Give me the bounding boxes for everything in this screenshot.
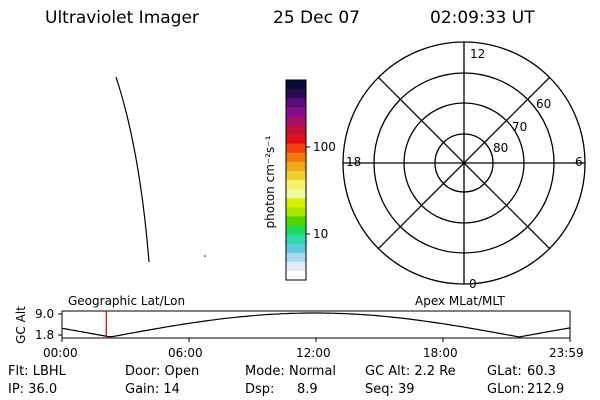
status-door: Door: Open	[125, 364, 200, 379]
color-bar-segment	[286, 107, 306, 117]
mlt-label-0: 0	[469, 277, 477, 291]
color-bar-segment	[286, 89, 306, 99]
color-bar-segment	[286, 80, 306, 90]
color-bar-segment	[286, 243, 306, 254]
colorbar-unit-label: photon cm⁻²s⁻¹	[263, 135, 277, 229]
status-glat-value: 60.3	[527, 364, 556, 379]
color-bar-segment	[286, 143, 306, 154]
status-mode-value: Normal	[289, 364, 337, 379]
mlt-label-18: 18	[346, 155, 362, 169]
color-bar-segment	[286, 270, 306, 281]
timeline-xtick-label-1: 06:00	[168, 346, 203, 360]
timeline-xtick-label-3: 18:00	[423, 346, 458, 360]
color-bar-segment	[286, 198, 306, 208]
status-dsp-label: Dsp:	[245, 382, 275, 397]
status-mode-label: Mode:	[245, 364, 285, 379]
polar-diagonal-2	[377, 76, 551, 250]
color-bar-segment	[286, 252, 306, 263]
timeline-ytick-label-low: 1.8	[35, 328, 55, 342]
image-dot	[204, 255, 206, 257]
status-seq: Seq: 39	[365, 382, 415, 397]
timeline-x-ticks	[61, 338, 571, 342]
status-gc-alt: GC Alt: 2.2 Re	[365, 364, 456, 379]
date-label: 25 Dec 07	[273, 8, 360, 28]
color-bar-segment	[286, 152, 306, 163]
color-bar-frame	[285, 79, 307, 281]
timeline-right-label: Apex MLat/MLT	[415, 294, 505, 308]
color-bar-segment	[286, 234, 306, 245]
color-bar-segment	[286, 180, 306, 190]
polar-grid	[342, 41, 586, 285]
mlt-label-6: 6	[575, 155, 583, 169]
color-bar-segment	[286, 116, 306, 126]
status-glon-value: 212.9	[527, 382, 565, 397]
color-bar-segment	[286, 98, 306, 108]
status-flt: Flt: LBHL	[8, 364, 66, 379]
color-bar-segment	[286, 216, 306, 226]
color-bar-segment	[286, 125, 306, 136]
timeline-left-label: Geographic Lat/Lon	[68, 294, 186, 308]
color-bar-segment	[286, 261, 306, 272]
lat-label-60: 60	[536, 97, 552, 111]
timeline-xtick-label-4: 23:59	[549, 346, 584, 360]
status-glon-label: GLon:	[487, 382, 525, 397]
lat-label-70: 70	[512, 120, 528, 134]
color-bar-segment	[286, 170, 306, 181]
lat-label-80: 80	[493, 141, 509, 155]
mlt-label-12: 12	[470, 47, 486, 61]
limb-arc	[115, 76, 150, 263]
color-bar-segment	[286, 225, 306, 236]
altitude-curve	[61, 312, 571, 338]
time-label: 02:09:33 UT	[430, 8, 535, 28]
color-bar-segment	[286, 134, 306, 145]
colorbar-label-100: 100	[313, 140, 336, 154]
colorbar-label-10: 10	[313, 227, 329, 241]
color-bar	[286, 80, 306, 281]
instrument-title: Ultraviolet Imager	[45, 8, 199, 28]
status-glat-label: GLat:	[487, 364, 522, 379]
status-dsp-value: 8.9	[297, 382, 318, 397]
color-bar-segment	[286, 189, 306, 199]
timeline-ytick-label-high: 9.0	[35, 307, 55, 321]
timeline-y-axis-label: GC Alt	[14, 306, 28, 344]
timeline-frame	[61, 310, 571, 339]
status-gain: Gain: 14	[125, 382, 180, 397]
color-bar-segment	[286, 161, 306, 172]
color-bar-segment	[286, 207, 306, 217]
timeline-xtick-label-2: 12:00	[296, 346, 331, 360]
status-ip: IP: 36.0	[8, 382, 58, 397]
timeline-xtick-label-0: 00:00	[43, 346, 78, 360]
